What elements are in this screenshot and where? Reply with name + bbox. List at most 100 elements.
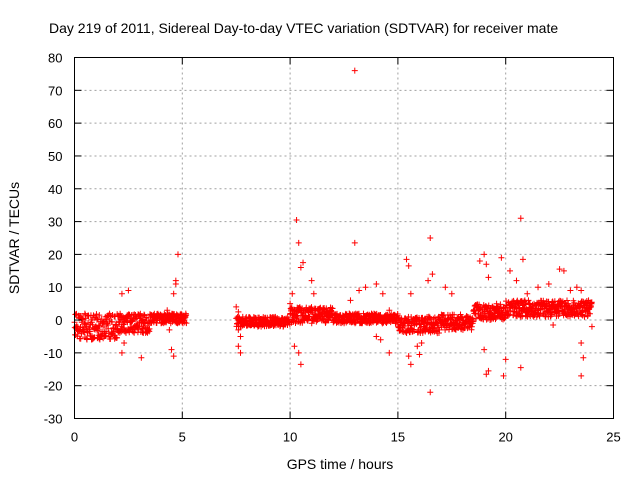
- outlier-point: [448, 290, 455, 297]
- outlier-point: [584, 300, 591, 307]
- band-point: [519, 313, 526, 320]
- y-tick-label: -30: [44, 412, 63, 427]
- y-axis-label: SDTVAR / TECUs: [6, 182, 22, 294]
- outlier-point: [170, 290, 177, 297]
- band-point: [525, 309, 532, 316]
- outlier-point: [500, 372, 507, 379]
- band-point: [128, 318, 135, 325]
- y-tick-label: 0: [55, 313, 62, 328]
- outlier-point: [502, 356, 509, 363]
- chart-title: Day 219 of 2011, Sidereal Day-to-day VTE…: [49, 20, 558, 36]
- band-point: [234, 320, 241, 327]
- outlier-point: [524, 290, 531, 297]
- band-point: [563, 297, 570, 304]
- y-tick-label: 70: [48, 83, 62, 98]
- outlier-point: [517, 364, 524, 371]
- band-point: [588, 299, 595, 306]
- x-tick-labels: 0 5 10 15 20 25: [71, 430, 621, 445]
- outlier-point: [125, 287, 132, 294]
- outlier-point: [403, 256, 410, 263]
- outlier-point: [235, 308, 242, 315]
- outlier-point: [588, 323, 595, 330]
- x-tick-label: 15: [391, 430, 405, 445]
- y-tick-label: 60: [48, 116, 62, 131]
- outlier-point: [289, 290, 296, 297]
- outlier-point: [405, 262, 412, 269]
- outlier-point: [483, 261, 490, 268]
- outlier-point: [416, 351, 423, 358]
- outlier-point: [519, 256, 526, 263]
- band-point: [93, 316, 100, 323]
- band-point: [505, 312, 512, 319]
- x-tick-label: 5: [179, 430, 186, 445]
- band-point: [72, 311, 79, 318]
- outlier-point: [237, 349, 244, 356]
- outlier-point: [347, 297, 354, 304]
- band-point: [325, 316, 332, 323]
- outlier-point: [291, 343, 298, 350]
- outlier-point: [351, 67, 358, 74]
- band-point: [451, 311, 458, 318]
- outlier-point: [166, 326, 173, 333]
- band-point: [88, 319, 95, 326]
- band-point: [451, 325, 458, 332]
- band-point: [565, 300, 572, 307]
- outlier-point: [121, 340, 128, 347]
- outlier-point: [405, 353, 412, 360]
- outlier-point: [233, 303, 240, 310]
- band-point: [83, 323, 90, 330]
- data-points: [71, 67, 595, 396]
- outlier-point: [485, 367, 492, 374]
- outlier-point: [168, 346, 175, 353]
- band-point: [109, 318, 116, 325]
- band-point: [91, 334, 98, 341]
- y-tick-label: 50: [48, 149, 62, 164]
- band-point: [143, 314, 150, 321]
- plot-frame: [74, 57, 614, 419]
- band-point: [485, 302, 492, 309]
- band-point: [426, 313, 433, 320]
- band-point: [288, 304, 295, 311]
- y-tick-label: 80: [48, 51, 62, 66]
- x-tick-label: 25: [606, 430, 620, 445]
- outlier-point: [235, 326, 242, 333]
- outlier-point: [172, 280, 179, 287]
- outlier-point: [483, 371, 490, 378]
- outlier-point: [287, 300, 294, 307]
- outlier-point: [517, 215, 524, 222]
- band-point: [79, 315, 86, 322]
- y-tick-label: 10: [48, 280, 62, 295]
- band-point: [183, 320, 190, 327]
- band-point: [470, 317, 477, 324]
- outlier-point: [485, 274, 492, 281]
- outlier-point: [476, 257, 483, 264]
- band-point: [536, 313, 543, 320]
- outlier-point: [308, 277, 315, 284]
- band-point: [183, 311, 190, 318]
- band-point: [146, 325, 153, 332]
- outlier-point: [407, 290, 414, 297]
- outlier-point: [427, 389, 434, 396]
- band-point: [95, 326, 102, 333]
- outlier-point: [535, 284, 542, 291]
- outlier-point: [118, 349, 125, 356]
- outlier-point: [573, 284, 580, 291]
- outlier-point: [138, 354, 145, 361]
- band-point: [122, 329, 129, 336]
- y-tick-label: 30: [48, 215, 62, 230]
- outlier-point: [481, 346, 488, 353]
- outlier-point: [379, 290, 386, 297]
- band-point: [303, 304, 310, 311]
- band-point: [510, 312, 517, 319]
- outlier-point: [578, 340, 585, 347]
- outlier-point: [578, 287, 585, 294]
- outlier-point: [362, 284, 369, 291]
- x-tick-label: 10: [283, 430, 297, 445]
- x-tick-label: 20: [498, 430, 512, 445]
- outlier-point: [174, 251, 181, 258]
- outlier-point: [164, 307, 171, 314]
- outlier-point: [498, 254, 505, 261]
- x-tick-label: 0: [71, 430, 78, 445]
- y-tick-labels: -30 -20 -10 0 10 20 30 40 50 60 70 80: [44, 51, 63, 427]
